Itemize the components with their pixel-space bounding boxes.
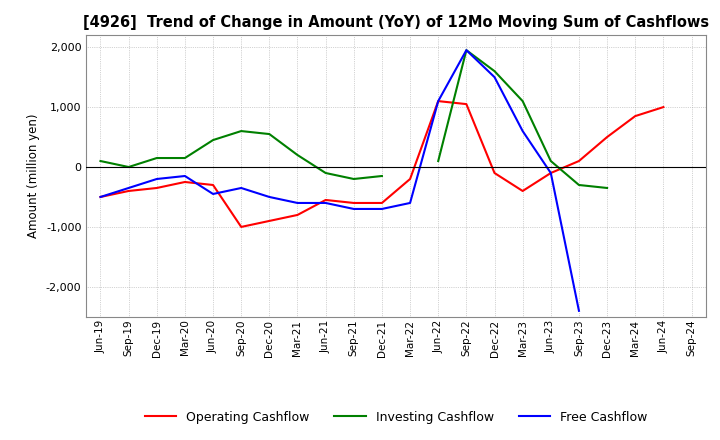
Free Cashflow	[181, 173, 189, 179]
Operating Cashflow	[349, 200, 358, 205]
Investing Cashflow	[293, 152, 302, 158]
Investing Cashflow	[209, 137, 217, 143]
Operating Cashflow	[434, 99, 443, 104]
Investing Cashflow	[237, 128, 246, 134]
Free Cashflow	[265, 194, 274, 200]
Operating Cashflow	[575, 158, 583, 164]
Legend: Operating Cashflow, Investing Cashflow, Free Cashflow: Operating Cashflow, Investing Cashflow, …	[140, 406, 652, 429]
Free Cashflow	[546, 170, 555, 176]
Operating Cashflow	[603, 134, 611, 139]
Investing Cashflow	[321, 170, 330, 176]
Investing Cashflow	[377, 173, 386, 179]
Operating Cashflow	[293, 213, 302, 218]
Operating Cashflow	[125, 188, 133, 194]
Operating Cashflow	[659, 104, 667, 110]
Operating Cashflow	[265, 218, 274, 224]
Free Cashflow	[349, 206, 358, 212]
Investing Cashflow	[349, 176, 358, 182]
Operating Cashflow	[406, 176, 415, 182]
Investing Cashflow	[125, 165, 133, 170]
Operating Cashflow	[181, 180, 189, 185]
Free Cashflow	[490, 74, 499, 80]
Operating Cashflow	[518, 188, 527, 194]
Free Cashflow	[125, 185, 133, 191]
Operating Cashflow	[490, 170, 499, 176]
Free Cashflow	[293, 200, 302, 205]
Free Cashflow	[321, 200, 330, 205]
Title: [4926]  Trend of Change in Amount (YoY) of 12Mo Moving Sum of Cashflows: [4926] Trend of Change in Amount (YoY) o…	[83, 15, 709, 30]
Operating Cashflow	[546, 170, 555, 176]
Y-axis label: Amount (million yen): Amount (million yen)	[27, 114, 40, 238]
Operating Cashflow	[462, 102, 471, 107]
Free Cashflow	[377, 206, 386, 212]
Operating Cashflow	[96, 194, 105, 200]
Free Cashflow	[462, 48, 471, 53]
Operating Cashflow	[237, 224, 246, 230]
Operating Cashflow	[209, 182, 217, 187]
Free Cashflow	[237, 185, 246, 191]
Operating Cashflow	[631, 114, 639, 119]
Investing Cashflow	[96, 158, 105, 164]
Free Cashflow	[518, 128, 527, 134]
Free Cashflow	[406, 200, 415, 205]
Line: Investing Cashflow: Investing Cashflow	[101, 131, 382, 179]
Free Cashflow	[434, 99, 443, 104]
Free Cashflow	[96, 194, 105, 200]
Free Cashflow	[575, 308, 583, 313]
Line: Free Cashflow: Free Cashflow	[101, 50, 579, 311]
Free Cashflow	[153, 176, 161, 182]
Line: Operating Cashflow: Operating Cashflow	[101, 101, 663, 227]
Operating Cashflow	[377, 200, 386, 205]
Operating Cashflow	[153, 185, 161, 191]
Operating Cashflow	[321, 197, 330, 202]
Investing Cashflow	[153, 155, 161, 161]
Investing Cashflow	[265, 132, 274, 137]
Free Cashflow	[209, 191, 217, 197]
Investing Cashflow	[181, 155, 189, 161]
